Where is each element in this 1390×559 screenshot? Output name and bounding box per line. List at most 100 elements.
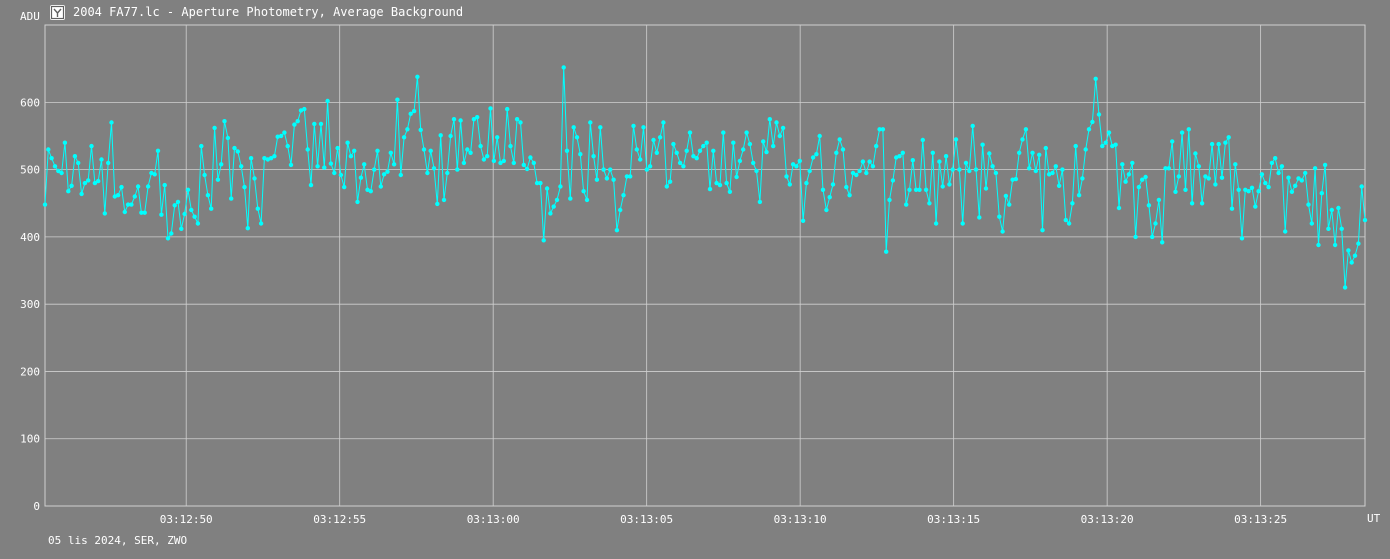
- data-point: [1083, 147, 1088, 152]
- data-point: [1332, 242, 1338, 248]
- data-point: [1209, 141, 1215, 147]
- data-point: [980, 142, 985, 147]
- data-point: [219, 162, 224, 167]
- data-point: [362, 162, 367, 167]
- data-point: [574, 135, 580, 140]
- data-point: [1279, 164, 1285, 169]
- data-point: [578, 152, 583, 157]
- data-point: [524, 166, 530, 172]
- data-point: [544, 186, 550, 191]
- x-tick-label: 03:13:25: [1234, 513, 1287, 526]
- data-point: [890, 178, 896, 183]
- data-point: [820, 187, 826, 192]
- data-point: [731, 140, 736, 145]
- data-point: [651, 137, 656, 143]
- data-point: [641, 125, 646, 130]
- data-point: [1010, 177, 1015, 182]
- data-point: [824, 207, 829, 213]
- data-point: [401, 135, 407, 140]
- data-point: [534, 180, 540, 186]
- data-point: [1263, 180, 1268, 186]
- data-point: [398, 172, 403, 178]
- data-point: [1349, 260, 1354, 265]
- data-point: [1226, 135, 1231, 140]
- data-point: [1043, 145, 1049, 151]
- data-point: [790, 162, 796, 167]
- data-point: [624, 174, 630, 179]
- data-point: [122, 209, 128, 215]
- data-point: [332, 170, 337, 176]
- data-point: [927, 201, 932, 206]
- data-point: [189, 207, 194, 213]
- x-tick-label: 03:13:20: [1081, 513, 1134, 526]
- data-point: [1156, 197, 1162, 203]
- data-point: [983, 186, 989, 191]
- app-logo-icon[interactable]: [50, 4, 65, 20]
- data-point: [548, 211, 553, 216]
- data-point: [212, 125, 217, 131]
- data-point: [239, 164, 244, 169]
- data-point: [784, 174, 789, 179]
- data-point: [814, 152, 819, 157]
- data-point: [541, 238, 546, 243]
- data-point: [465, 147, 470, 152]
- data-point: [102, 211, 108, 216]
- x-tick-label: 03:13:00: [467, 513, 520, 526]
- data-point: [498, 160, 503, 166]
- data-point: [1219, 175, 1225, 180]
- data-point: [199, 143, 204, 149]
- data-point: [441, 197, 447, 203]
- data-point: [990, 164, 995, 169]
- data-point: [1170, 139, 1175, 144]
- data-point: [1356, 241, 1361, 246]
- data-point: [657, 135, 663, 140]
- data-point: [125, 202, 131, 207]
- data-point: [771, 143, 776, 149]
- data-point: [418, 127, 423, 133]
- data-point: [647, 164, 653, 169]
- data-point: [308, 182, 314, 188]
- data-point: [275, 134, 280, 139]
- data-point: [1130, 160, 1135, 166]
- data-point: [1239, 236, 1245, 241]
- data-point: [258, 221, 264, 226]
- data-point: [338, 172, 344, 178]
- data-point: [638, 157, 643, 162]
- data-point: [870, 164, 876, 169]
- data-point: [1017, 150, 1022, 155]
- data-point: [179, 226, 184, 231]
- data-point: [352, 148, 357, 153]
- data-point: [671, 141, 676, 147]
- data-point: [106, 160, 111, 166]
- data-point: [1229, 206, 1235, 211]
- data-point: [581, 189, 586, 194]
- data-point: [1146, 203, 1152, 208]
- data-point: [780, 125, 786, 131]
- data-point: [69, 183, 74, 188]
- data-point: [305, 147, 310, 152]
- data-point: [1312, 166, 1318, 171]
- data-point: [232, 145, 237, 151]
- data-point: [52, 164, 58, 169]
- data-point: [1136, 184, 1142, 190]
- data-point: [501, 158, 506, 164]
- data-point: [857, 168, 862, 174]
- data-point: [229, 196, 234, 201]
- data-point: [1166, 166, 1172, 171]
- data-point: [458, 118, 463, 123]
- data-point: [169, 231, 174, 236]
- data-point: [222, 119, 227, 124]
- data-point: [508, 143, 513, 149]
- data-point: [1309, 221, 1315, 226]
- data-point: [714, 180, 719, 186]
- data-point: [215, 177, 221, 182]
- data-point: [358, 175, 364, 180]
- data-point: [475, 115, 480, 120]
- data-point: [1176, 174, 1182, 179]
- data-point: [1040, 228, 1045, 233]
- data-point: [468, 150, 473, 155]
- grid: [45, 25, 1365, 506]
- data-point: [99, 157, 104, 162]
- data-point: [1120, 162, 1125, 167]
